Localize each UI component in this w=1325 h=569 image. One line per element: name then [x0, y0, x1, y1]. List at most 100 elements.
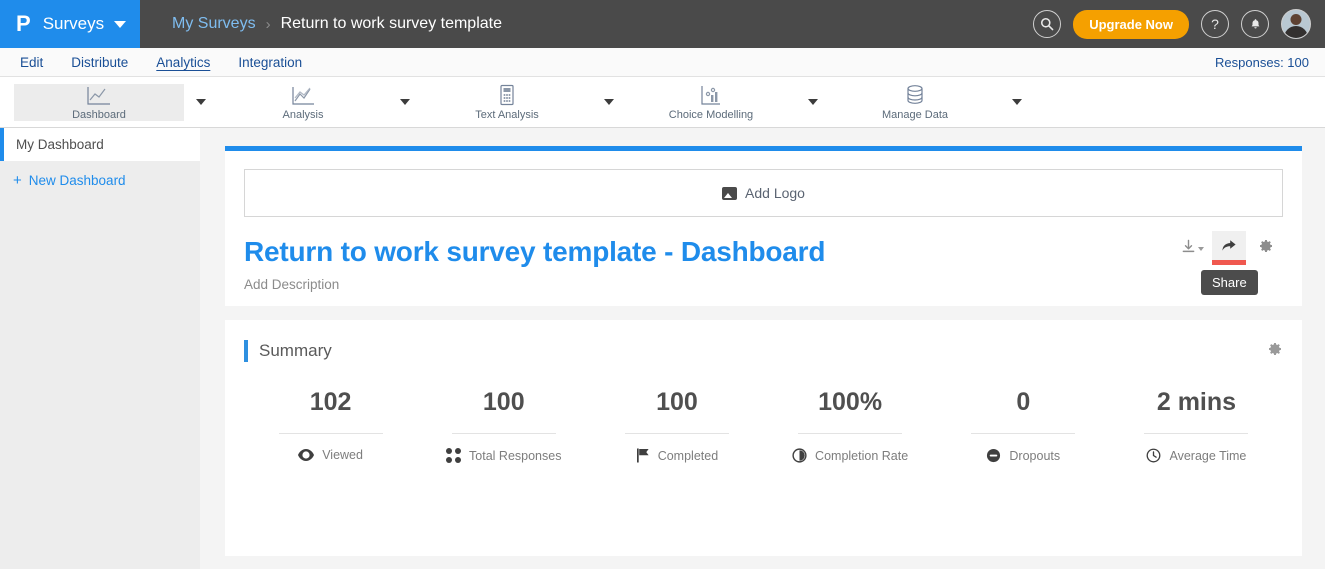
- dashboard-title-row: Return to work survey template - Dashboa…: [244, 217, 1283, 295]
- download-button[interactable]: [1175, 231, 1209, 261]
- avatar-body: [1284, 26, 1308, 38]
- search-icon[interactable]: [1033, 10, 1062, 38]
- toolbar-item-manage-data[interactable]: Manage Data: [830, 84, 1000, 121]
- text-document-icon: [497, 84, 517, 106]
- dashboard-header-card: Add Logo Return to work survey template …: [225, 146, 1302, 306]
- stat-label: Completed: [657, 448, 719, 463]
- dashboard-content: Add Logo Return to work survey template …: [200, 128, 1325, 569]
- breadcrumb-current-survey: Return to work survey template: [280, 15, 502, 32]
- analysis-dropdown-caret-icon[interactable]: [400, 99, 410, 105]
- summary-settings-gear-icon[interactable]: [1267, 341, 1283, 362]
- clock-icon: [1146, 448, 1161, 463]
- toolbar-label-manage-data: Manage Data: [881, 108, 949, 121]
- four-dots-icon: [446, 448, 462, 463]
- avatar-face: [1290, 14, 1302, 25]
- summary-card: Summary 102: [225, 320, 1302, 556]
- product-logo-icon: P: [16, 11, 31, 36]
- top-bar-actions: Upgrade Now ?: [1033, 0, 1311, 48]
- nav-item-edit[interactable]: Edit: [20, 54, 44, 70]
- stat-value: 0: [1016, 388, 1031, 416]
- toolbar-label-choice-modelling: Choice Modelling: [668, 108, 754, 121]
- stat-average-time: 2 mins Average Time: [1110, 388, 1283, 463]
- add-logo-label: Add Logo: [745, 185, 805, 201]
- area-chart-icon: [290, 84, 316, 106]
- upgrade-now-button[interactable]: Upgrade Now: [1073, 9, 1189, 39]
- user-avatar[interactable]: [1281, 9, 1311, 39]
- body-area: My Dashboard + New Dashboard Add Logo Re…: [0, 128, 1325, 569]
- nav-item-analytics[interactable]: Analytics: [156, 54, 211, 70]
- breadcrumb: My Surveys › Return to work survey templ…: [172, 15, 502, 33]
- brand-home-button[interactable]: P Surveys: [0, 0, 140, 48]
- image-icon: [722, 186, 738, 200]
- pie-chart-icon: [792, 448, 807, 463]
- stat-value: 102: [309, 388, 352, 416]
- notifications-bell-icon[interactable]: [1241, 10, 1269, 38]
- analytics-toolbar: Dashboard Analysis: [0, 77, 1325, 128]
- stat-label-row: Viewed: [298, 448, 363, 462]
- manage-data-dropdown-caret-icon[interactable]: [1012, 99, 1022, 105]
- toolbar-group-dashboard: Dashboard: [0, 77, 218, 127]
- share-button[interactable]: [1212, 231, 1246, 265]
- stat-dropouts: 0 Dropouts: [937, 388, 1110, 463]
- nav-item-distribute[interactable]: Distribute: [71, 54, 129, 70]
- stat-completed: 100 Completed: [590, 388, 763, 463]
- toolbar-item-text-analysis[interactable]: Text Analysis: [422, 84, 592, 121]
- share-tooltip: Share: [1201, 270, 1258, 295]
- summary-header: Summary: [244, 340, 1283, 362]
- flag-icon: [636, 448, 650, 463]
- card-accent-bar: [225, 146, 1302, 151]
- help-icon[interactable]: ?: [1201, 10, 1229, 38]
- toolbar-item-choice-modelling[interactable]: Choice Modelling: [626, 84, 796, 121]
- eye-icon: [298, 449, 315, 461]
- dashboard-sidebar: My Dashboard + New Dashboard: [0, 128, 200, 569]
- download-dropdown-caret-icon[interactable]: [1197, 247, 1204, 251]
- plus-icon: +: [13, 171, 22, 189]
- stat-label-row: Completion Rate: [792, 448, 908, 463]
- stat-value: 100%: [818, 388, 883, 416]
- chevron-down-icon[interactable]: [114, 20, 127, 28]
- toolbar-item-analysis[interactable]: Analysis: [218, 84, 388, 121]
- minus-circle-icon: [986, 448, 1001, 463]
- stat-label-row: Completed: [636, 448, 718, 463]
- dashboard-dropdown-caret-icon[interactable]: [196, 99, 206, 105]
- stat-label-row: Dropouts: [986, 448, 1060, 463]
- nav-item-integration[interactable]: Integration: [238, 54, 303, 70]
- stat-total-responses: 100 Total Responses: [417, 388, 590, 463]
- add-description-field[interactable]: Add Description: [244, 277, 340, 292]
- dashboard-title-block: Return to work survey template - Dashboa…: [244, 217, 825, 292]
- text-analysis-dropdown-caret-icon[interactable]: [604, 99, 614, 105]
- toolbar-label-analysis: Analysis: [282, 108, 324, 121]
- summary-title-wrap: Summary: [244, 340, 332, 362]
- dashboard-actions: Share: [1175, 231, 1283, 295]
- stat-label: Viewed: [322, 448, 363, 462]
- stat-label: Average Time: [1169, 448, 1247, 463]
- toolbar-group-manage-data: Manage Data: [830, 77, 1034, 127]
- breadcrumb-my-surveys[interactable]: My Surveys: [172, 15, 256, 32]
- stat-divider: [451, 433, 556, 434]
- stat-label: Completion Rate: [815, 448, 909, 463]
- sidebar-item-label: My Dashboard: [16, 137, 104, 152]
- sidebar-item-my-dashboard[interactable]: My Dashboard: [0, 128, 200, 161]
- breadcrumb-separator-icon: ›: [265, 15, 271, 33]
- stat-value: 2 mins: [1156, 388, 1237, 416]
- settings-button[interactable]: [1249, 231, 1283, 261]
- stat-completion-rate: 100% Completion Rate: [764, 388, 937, 463]
- brand-name: Surveys: [42, 14, 105, 33]
- stat-label-row: Total Responses: [446, 448, 561, 463]
- secondary-nav: Edit Distribute Analytics Integration Re…: [0, 48, 1325, 77]
- add-logo-inner: Add Logo: [722, 185, 805, 201]
- add-logo-dropzone[interactable]: Add Logo: [244, 169, 1283, 217]
- responses-count: Responses: 100: [1215, 54, 1309, 70]
- stat-divider: [278, 433, 383, 434]
- stat-divider: [624, 433, 729, 434]
- stat-viewed: 102 Viewed: [244, 388, 417, 463]
- page-title[interactable]: Return to work survey template - Dashboa…: [244, 236, 826, 267]
- scatter-chart-icon: [699, 84, 723, 106]
- new-dashboard-button[interactable]: + New Dashboard: [0, 161, 200, 199]
- stat-label: Total Responses: [469, 448, 562, 463]
- choice-modelling-dropdown-caret-icon[interactable]: [808, 99, 818, 105]
- summary-title: Summary: [259, 341, 332, 360]
- toolbar-item-dashboard[interactable]: Dashboard: [14, 83, 184, 121]
- stat-value: 100: [482, 388, 525, 416]
- summary-accent-bar: [244, 340, 248, 362]
